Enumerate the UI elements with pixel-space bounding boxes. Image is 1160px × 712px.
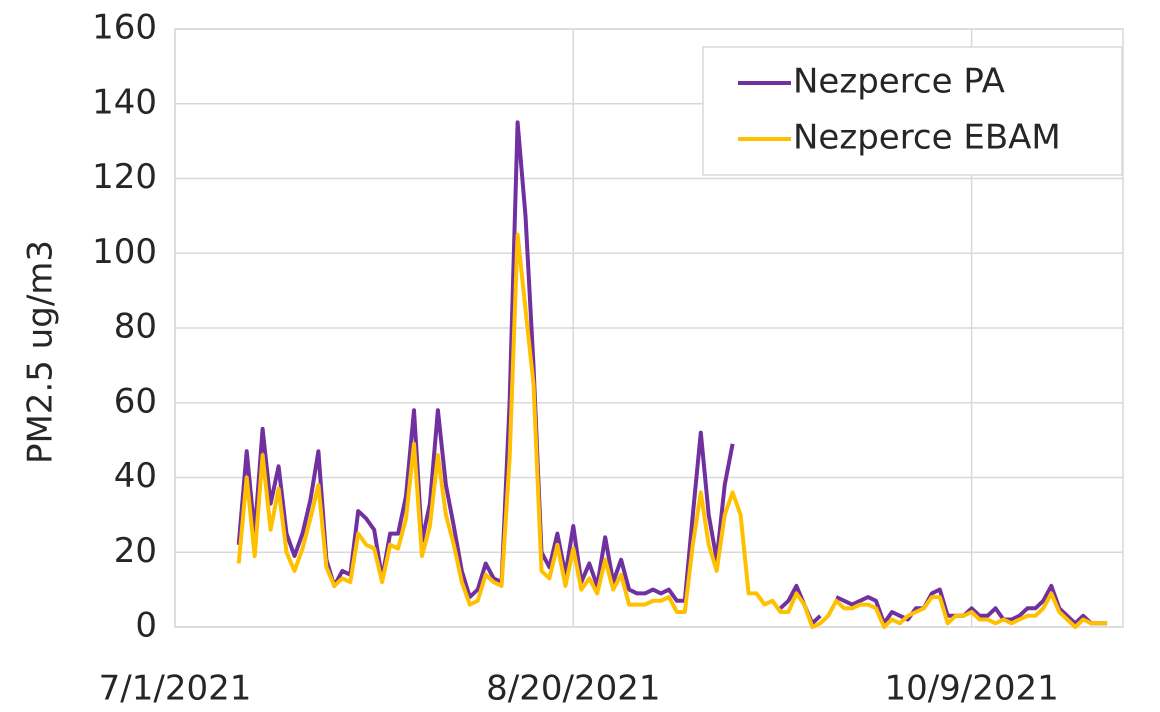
y-tick-label: 100 [92,232,157,272]
x-tick-label: 8/20/2021 [486,669,660,709]
y-axis-label: PM2.5 ug/m3 [21,240,61,464]
y-tick-label: 160 [92,8,157,48]
y-tick-label: 20 [114,531,157,571]
x-tick-label: 7/1/2021 [99,669,252,709]
y-tick-label: 40 [114,456,157,496]
x-tick-label: 10/9/2021 [884,669,1058,709]
plot-border [174,28,1124,628]
y-tick-label: 140 [92,82,157,122]
legend-label: Nezperce EBAM [793,118,1061,158]
legend-box [702,46,1123,176]
y-tick-label: 120 [92,157,157,197]
series-line [236,232,1108,629]
legend-label: Nezperce PA [793,62,1005,102]
y-tick-label: 80 [114,307,157,347]
y-tick-label: 0 [135,606,157,646]
y-tick-label: 60 [114,381,157,421]
